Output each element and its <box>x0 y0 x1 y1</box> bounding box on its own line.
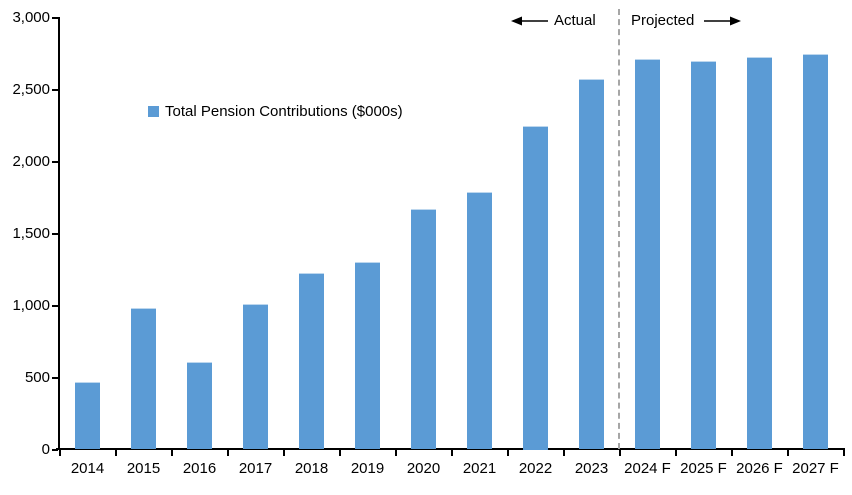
actual-projected-divider <box>618 9 620 449</box>
y-tick-label: 0 <box>41 440 50 458</box>
x-category-label: 2020 <box>406 460 441 477</box>
x-tick-mark <box>674 450 677 456</box>
x-category-label: 2014 <box>70 460 105 477</box>
bar-2022 <box>523 125 548 450</box>
projected-label: Projected <box>631 12 695 29</box>
x-category-label: 2016 <box>182 460 217 477</box>
legend-label: Total Pension Contributions ($000s) <box>165 103 403 120</box>
x-category-label: 2024 F <box>624 460 671 477</box>
actual-arrow-left-icon <box>511 16 548 26</box>
arrows-layer <box>511 16 741 26</box>
bar-2016 <box>187 361 212 450</box>
x-category-label: 2026 F <box>736 460 783 477</box>
x-tick-mark <box>394 450 397 456</box>
x-tick-mark <box>786 450 789 456</box>
x-category-label: 2018 <box>294 460 329 477</box>
bar-2017 <box>243 304 268 450</box>
y-tick-mark <box>52 232 58 235</box>
projected-arrow-right-icon <box>704 16 741 26</box>
x-category-label: 2017 <box>238 460 273 477</box>
bar-2027-f <box>803 54 828 450</box>
y-tick-label: 1,000 <box>12 296 50 314</box>
x-tick-mark <box>506 450 509 456</box>
x-category-label: 2021 <box>462 460 497 477</box>
legend-marker-icon <box>148 106 159 117</box>
x-tick-mark <box>114 450 117 456</box>
y-tick-label: 500 <box>24 368 50 386</box>
x-category-label: 2023 <box>574 460 609 477</box>
bar-2014 <box>75 381 100 450</box>
legend: Total Pension Contributions ($000s) <box>148 103 403 120</box>
y-tick-mark <box>52 304 58 307</box>
x-tick-mark <box>282 450 285 456</box>
y-tick-mark <box>52 376 58 379</box>
y-axis-line <box>58 17 60 450</box>
bar-2025-f <box>691 60 716 450</box>
x-tick-mark <box>562 450 565 456</box>
y-tick-mark <box>52 16 58 19</box>
y-tick-label: 2,000 <box>12 152 50 170</box>
actual-label: Actual <box>554 12 596 29</box>
x-category-label: 2022 <box>518 460 553 477</box>
y-tick-label: 1,500 <box>12 224 50 242</box>
bar-2024-f <box>635 58 660 450</box>
bar-2023 <box>579 78 604 450</box>
x-tick-mark <box>618 450 621 456</box>
bar-2015 <box>131 307 156 450</box>
bar-2026-f <box>747 57 772 450</box>
x-tick-mark <box>58 450 61 456</box>
x-category-label: 2027 F <box>792 460 839 477</box>
bar-2019 <box>355 262 380 450</box>
y-tick-mark <box>52 448 58 451</box>
y-tick-label: 3,000 <box>12 8 50 26</box>
x-tick-mark <box>730 450 733 456</box>
x-tick-mark <box>170 450 173 456</box>
x-tick-mark <box>842 450 845 456</box>
x-tick-mark <box>226 450 229 456</box>
x-tick-mark <box>338 450 341 456</box>
bar-2018 <box>299 273 324 450</box>
x-axis-line <box>56 448 845 450</box>
bar-2021 <box>467 191 492 450</box>
x-category-label: 2015 <box>126 460 161 477</box>
x-tick-mark <box>450 450 453 456</box>
x-category-label: 2019 <box>350 460 385 477</box>
y-tick-label: 2,500 <box>12 80 50 98</box>
bar-2020 <box>411 209 436 450</box>
y-tick-mark <box>52 160 58 163</box>
x-category-label: 2025 F <box>680 460 727 477</box>
y-tick-mark <box>52 88 58 91</box>
